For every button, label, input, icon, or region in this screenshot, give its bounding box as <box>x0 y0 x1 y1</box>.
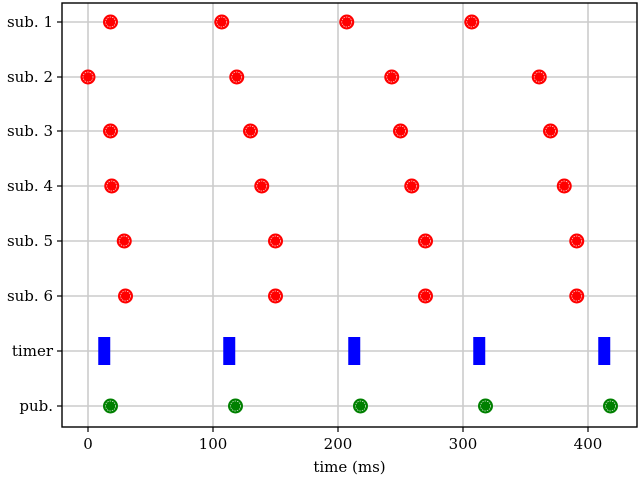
y-tick-label: sub. 3 <box>7 122 53 140</box>
y-tick-label: sub. 2 <box>7 68 53 86</box>
marker-inner-ring <box>270 235 281 247</box>
x-tick-label: 200 <box>324 435 353 453</box>
y-tick-label: sub. 5 <box>7 232 53 250</box>
marker-inner-ring <box>571 290 583 302</box>
timer-marker <box>348 337 361 365</box>
marker-inner-ring <box>386 71 398 83</box>
timer-marker <box>223 337 236 365</box>
y-tick-label: timer <box>12 342 54 360</box>
y-tick-label: sub. 6 <box>7 287 53 305</box>
marker-inner-ring <box>230 400 241 412</box>
axes-frame <box>61 2 638 428</box>
y-tick-label: pub. <box>19 397 53 415</box>
timer-marker <box>473 337 486 365</box>
marker-inner-ring <box>245 125 256 137</box>
marker-inner-ring <box>355 400 366 412</box>
marker-inner-ring <box>270 290 281 302</box>
marker-inner-ring <box>558 180 570 192</box>
data-markers <box>80 14 618 414</box>
y-tick-label: sub. 4 <box>7 177 53 195</box>
marker-inner-ring <box>82 71 94 83</box>
marker-inner-ring <box>466 16 478 28</box>
marker-inner-ring <box>533 71 545 83</box>
marker-inner-ring <box>545 125 556 137</box>
y-axis-labels: sub. 1 sub. 2 sub. 3 sub. 4 sub. 5 sub. 6 time… <box>7 13 54 415</box>
marker-inner-ring <box>120 290 131 302</box>
x-axis-title: time (ms) <box>313 458 385 476</box>
marker-inner-ring <box>106 180 118 192</box>
marker-inner-ring <box>216 16 228 28</box>
x-tick-label: 0 <box>83 435 93 453</box>
x-tick-label: 100 <box>199 435 228 453</box>
marker-inner-ring <box>395 125 406 137</box>
marker-inner-ring <box>420 235 431 247</box>
marker-inner-ring <box>341 16 353 28</box>
marker-inner-ring <box>256 180 268 192</box>
marker-inner-ring <box>118 235 130 247</box>
axis-ticks <box>57 21 589 432</box>
timer-marker <box>598 337 611 365</box>
marker-inner-ring <box>605 400 616 412</box>
marker-inner-ring <box>105 125 116 137</box>
marker-inner-ring <box>571 235 583 247</box>
y-tick-label: sub. 1 <box>7 13 53 31</box>
timer-marker <box>98 337 111 365</box>
marker-inner-ring <box>231 71 243 83</box>
marker-inner-ring <box>420 290 431 302</box>
marker-inner-ring <box>105 400 116 412</box>
x-tick-label: 300 <box>449 435 478 453</box>
marker-inner-ring <box>480 400 491 412</box>
marker-inner-ring <box>105 16 116 28</box>
marker-inner-ring <box>406 180 418 192</box>
x-tick-label: 400 <box>574 435 603 453</box>
x-axis-labels: 0 100 200 300 400 <box>83 435 602 453</box>
